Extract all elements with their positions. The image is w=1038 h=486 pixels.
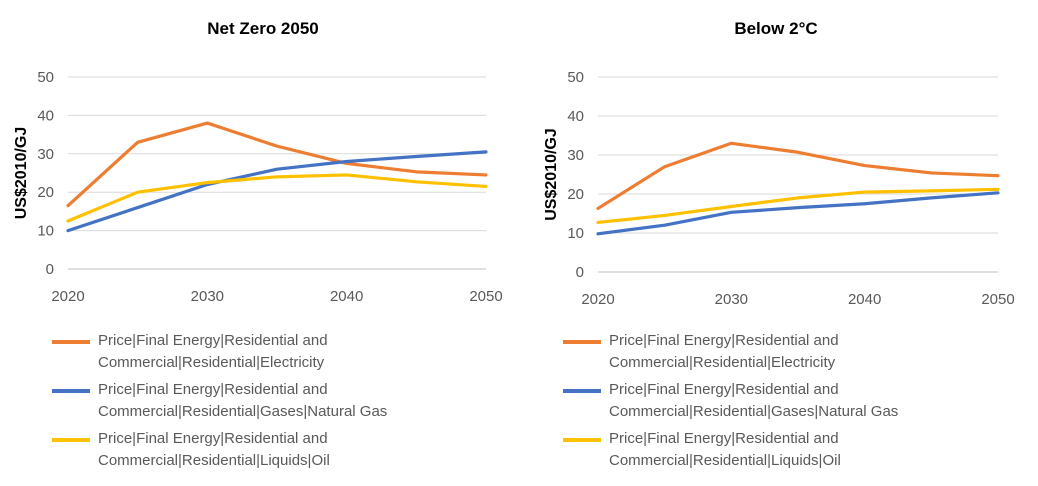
y-tick-label: 30: [37, 146, 54, 163]
y-tick-label: 20: [567, 186, 584, 203]
series-line-1: [66, 150, 488, 233]
legend-label: Price|Final Energy|Residential and Comme…: [98, 430, 330, 469]
y-tick-label: 10: [37, 223, 54, 240]
series-line-2: [596, 187, 1000, 225]
y-tick-label: 0: [576, 264, 584, 281]
legend-item: Price|Final Energy|Residential and Comme…: [563, 379, 999, 423]
x-tick-label: 2030: [191, 288, 224, 305]
y-tick-label: 40: [37, 107, 54, 124]
y-tick-label: 50: [567, 69, 584, 86]
x-tick-label: 2050: [981, 291, 1014, 308]
legend-swatch: [52, 340, 90, 344]
y-tick-label: 0: [46, 261, 54, 278]
y-axis-label: US$2010/GJ: [13, 127, 30, 220]
legend-swatch: [52, 438, 90, 442]
legend-swatch: [52, 389, 90, 393]
legend-swatch: [563, 438, 601, 442]
y-tick-label: 30: [567, 147, 584, 164]
legend-swatch: [563, 340, 601, 344]
series-line-1: [596, 191, 1000, 236]
series-line-0: [66, 121, 488, 208]
y-tick-label: 20: [37, 184, 54, 201]
legend-item: Price|Final Energy|Residential and Comme…: [563, 330, 999, 374]
x-tick-label: 2040: [848, 291, 881, 308]
chart-net-zero-2050: Net Zero 2050 0 10 20 30 40 50 2020 2030 2040 2050…: [13, 19, 503, 472]
legend-label: Price|Final Energy|Residential and Comme…: [98, 332, 328, 371]
x-tick-label: 2020: [581, 291, 614, 308]
y-tick-label: 10: [567, 225, 584, 242]
x-tick-label: 2040: [330, 288, 363, 305]
y-tick-label: 40: [567, 108, 584, 125]
y-axis-label: US$2010/GJ: [543, 128, 560, 221]
chart-title: Net Zero 2050: [207, 19, 319, 38]
legend-label: Price|Final Energy|Residential and Comme…: [98, 381, 388, 420]
legend-label: Price|Final Energy|Residential and Comme…: [609, 430, 841, 469]
chart-below-2c: Below 2°C 0 10 20 30 40 50 2020 2030 2040 2050 US$2…: [519, 0, 1038, 486]
x-tick-label: 2050: [469, 288, 502, 305]
legend-item: Price|Final Energy|Residential and Comme…: [52, 428, 488, 472]
legend-label: Price|Final Energy|Residential and Comme…: [609, 332, 839, 371]
x-tick-label: 2030: [715, 291, 748, 308]
legend-label: Price|Final Energy|Residential and Comme…: [609, 381, 899, 420]
legend-item: Price|Final Energy|Residential and Comme…: [52, 379, 488, 423]
legend-item: Price|Final Energy|Residential and Comme…: [563, 428, 999, 472]
y-tick-label: 50: [37, 69, 54, 86]
legend-item: Price|Final Energy|Residential and Comme…: [52, 330, 488, 374]
x-tick-label: 2020: [51, 288, 84, 305]
legend-swatch: [563, 389, 601, 393]
chart-title: Below 2°C: [734, 19, 817, 38]
series-line-0: [596, 141, 1000, 211]
series-line-2: [66, 173, 488, 223]
